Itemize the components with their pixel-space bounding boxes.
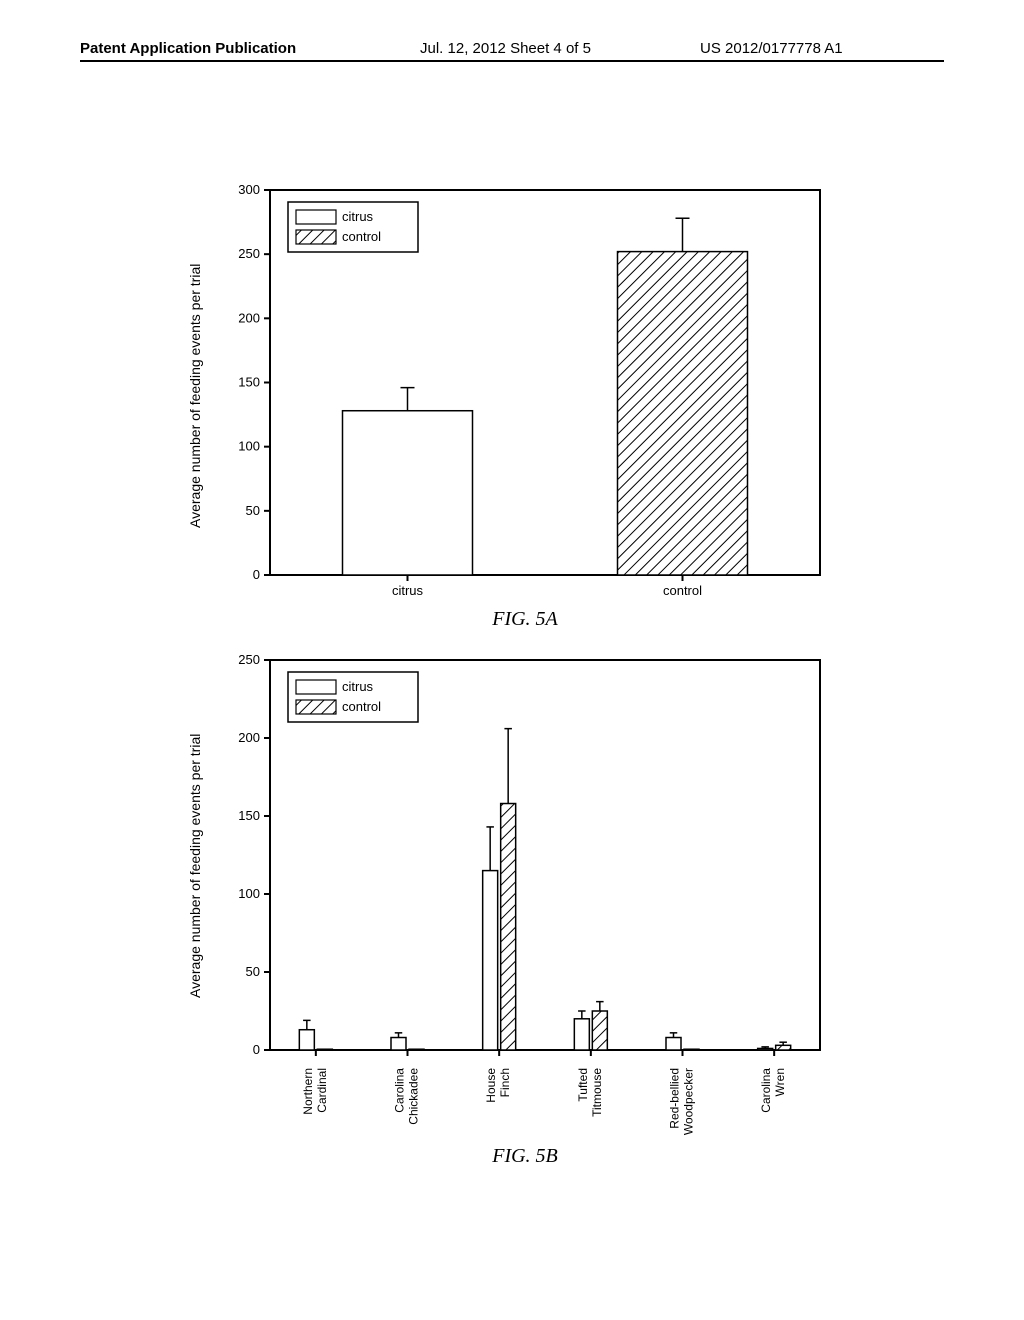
svg-text:Red-bellied: Red-bellied: [668, 1068, 682, 1129]
svg-text:Chickadee: Chickadee: [407, 1068, 421, 1125]
svg-text:250: 250: [238, 652, 260, 667]
svg-text:100: 100: [238, 439, 260, 454]
svg-text:0: 0: [253, 567, 260, 582]
svg-text:Titmouse: Titmouse: [590, 1068, 604, 1117]
svg-text:200: 200: [238, 730, 260, 745]
svg-text:citrus: citrus: [342, 209, 374, 224]
y-axis-label-5b: Average number of feeding events per tri…: [187, 698, 203, 998]
svg-text:House: House: [484, 1068, 498, 1103]
svg-text:50: 50: [246, 503, 260, 518]
svg-text:0: 0: [253, 1042, 260, 1057]
chart-5b-svg: 050100150200250NorthernCardinalCarolinaC…: [215, 650, 835, 1150]
header-mid: Jul. 12, 2012 Sheet 4 of 5: [420, 40, 591, 57]
svg-text:Cardinal: Cardinal: [315, 1068, 329, 1113]
svg-text:citrus: citrus: [342, 679, 374, 694]
header-right: US 2012/0177778 A1: [700, 40, 843, 57]
svg-text:200: 200: [238, 310, 260, 325]
svg-text:300: 300: [238, 182, 260, 197]
svg-text:Tufted: Tufted: [576, 1068, 590, 1102]
chart-5a-container: Average number of feeding events per tri…: [215, 180, 835, 630]
svg-text:Carolina: Carolina: [393, 1068, 407, 1113]
svg-text:150: 150: [238, 375, 260, 390]
svg-text:Woodpecker: Woodpecker: [682, 1068, 696, 1135]
svg-text:Northern: Northern: [301, 1068, 315, 1115]
y-axis-label-5a: Average number of feeding events per tri…: [187, 228, 203, 528]
caption-5b: FIG. 5B: [492, 1145, 558, 1168]
chart-5a-svg: 0 50 100 150 200 250 300 citrus control citrus con…: [215, 180, 835, 610]
svg-text:control: control: [663, 583, 702, 598]
svg-text:50: 50: [246, 964, 260, 979]
svg-text:citrus: citrus: [392, 583, 424, 598]
header-left: Patent Application Publication: [80, 40, 296, 57]
svg-text:Finch: Finch: [498, 1068, 512, 1097]
svg-text:Carolina: Carolina: [759, 1068, 773, 1113]
svg-text:control: control: [342, 229, 381, 244]
svg-text:control: control: [342, 699, 381, 714]
svg-text:100: 100: [238, 886, 260, 901]
chart-5b-container: Average number of feeding events per tri…: [215, 650, 835, 1160]
svg-text:Wren: Wren: [773, 1068, 787, 1096]
caption-5a: FIG. 5A: [492, 608, 558, 631]
svg-text:150: 150: [238, 808, 260, 823]
svg-text:250: 250: [238, 246, 260, 261]
header-rule: [80, 60, 944, 62]
